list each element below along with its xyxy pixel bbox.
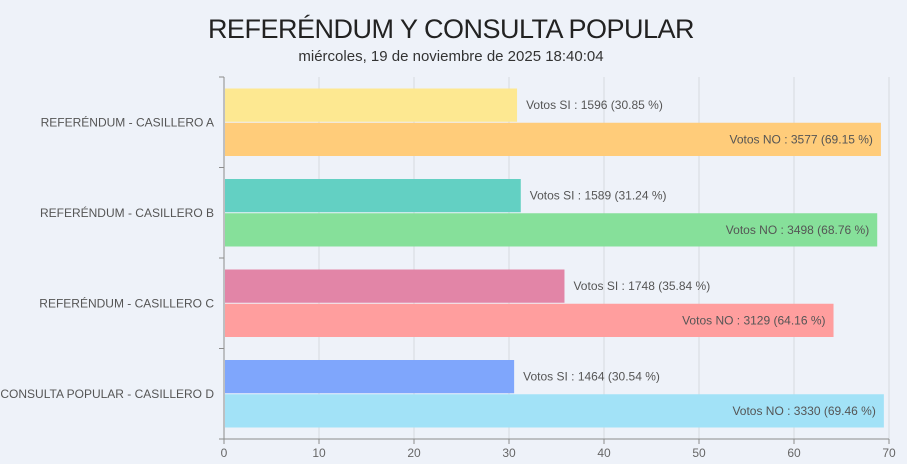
bar — [225, 213, 878, 247]
bar — [225, 179, 521, 213]
category-label: REFERÉNDUM - CASILLERO C — [39, 295, 214, 310]
x-tick-label: 20 — [407, 446, 421, 460]
bar — [225, 394, 884, 428]
x-tick-label: 60 — [787, 446, 801, 460]
category-label: REFERÉNDUM - CASILLERO A — [41, 114, 214, 129]
x-tick-label: 50 — [692, 446, 706, 460]
bar — [225, 269, 565, 303]
chart-subtitle: miércoles, 19 de noviembre de 2025 18:40… — [298, 48, 604, 65]
bar-data-label: Votos NO : 3129 (64.16 %) — [682, 313, 825, 327]
bar-data-label: Votos SI : 1464 (30.54 %) — [523, 370, 660, 384]
bar-data-label: Votos SI : 1589 (31.24 %) — [530, 189, 667, 203]
x-tick-label: 70 — [882, 446, 896, 460]
bar — [225, 122, 881, 156]
category-label: REFERÉNDUM - CASILLERO B — [40, 205, 214, 220]
x-tick-label: 30 — [502, 446, 516, 460]
category-label: CONSULTA POPULAR - CASILLERO D — [0, 387, 214, 401]
x-tick-label: 0 — [221, 446, 228, 460]
chart-title: REFERÉNDUM Y CONSULTA POPULAR — [207, 14, 695, 44]
bar — [225, 360, 515, 394]
bar-data-label: Votos NO : 3498 (68.76 %) — [726, 223, 869, 237]
bar-data-label: Votos NO : 3330 (69.46 %) — [732, 404, 875, 418]
bar-data-label: Votos SI : 1596 (30.85 %) — [526, 98, 663, 112]
bar — [225, 303, 834, 337]
bar-data-label: Votos SI : 1748 (35.84 %) — [573, 279, 710, 293]
bar — [225, 88, 518, 122]
x-tick-label: 40 — [597, 446, 611, 460]
x-tick-label: 10 — [312, 446, 326, 460]
bar-data-label: Votos NO : 3577 (69.15 %) — [730, 132, 873, 146]
